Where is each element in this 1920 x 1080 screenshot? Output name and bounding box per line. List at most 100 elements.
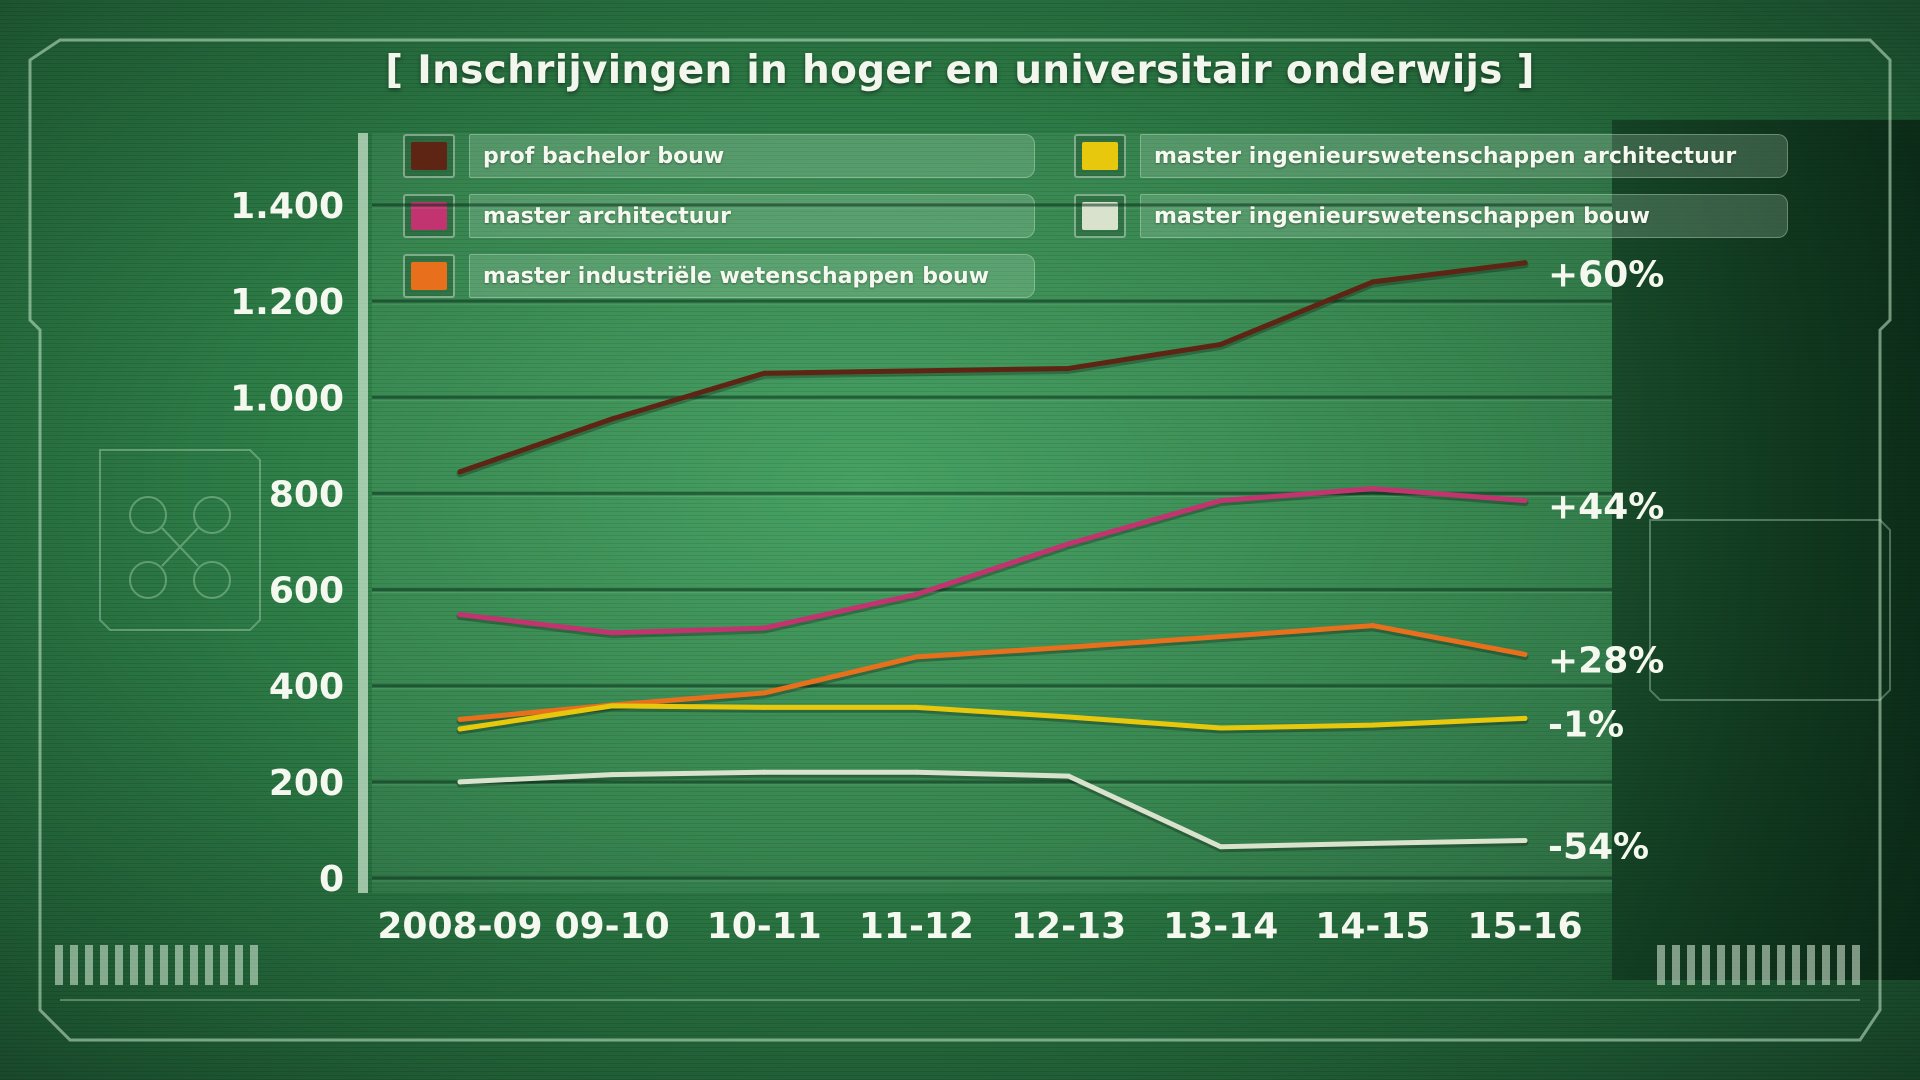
legend-swatch	[403, 134, 455, 178]
data-point	[1066, 773, 1072, 779]
y-tick-label: 200	[269, 763, 344, 804]
x-tick-label: 10-11	[707, 906, 822, 947]
legend-swatch-color	[1082, 202, 1118, 230]
data-point	[1218, 341, 1224, 347]
series-end-label: -1%	[1548, 704, 1624, 745]
legend-item: master architectuur	[403, 194, 1035, 240]
series-end-label: +28%	[1548, 640, 1664, 681]
data-point	[913, 654, 919, 660]
data-point	[913, 769, 919, 775]
y-tick-label: 1.400	[230, 186, 344, 227]
data-point	[1218, 725, 1224, 731]
data-point	[761, 625, 767, 631]
data-point	[457, 469, 463, 475]
data-point	[1218, 498, 1224, 504]
legend-item: prof bachelor bouw	[403, 134, 1035, 180]
y-tick-label: 800	[269, 474, 344, 515]
legend-swatch	[403, 254, 455, 298]
data-point	[609, 416, 615, 422]
legend-swatch-color	[1082, 142, 1118, 170]
series-end-label: +60%	[1548, 255, 1664, 296]
data-point	[1522, 715, 1528, 721]
legend-swatch-color	[411, 142, 447, 170]
data-point	[457, 716, 463, 722]
data-point	[1370, 279, 1376, 285]
data-point	[913, 591, 919, 597]
legend-label: master ingenieurswetenschappen bouw	[1154, 204, 1650, 229]
data-point	[1522, 838, 1528, 844]
data-point	[761, 769, 767, 775]
data-point	[1370, 623, 1376, 629]
data-point	[1522, 498, 1528, 504]
series-line	[457, 769, 1528, 850]
y-tick-label: 1.000	[230, 378, 344, 419]
data-point	[1370, 722, 1376, 728]
legend-swatch-color	[411, 262, 447, 290]
data-point	[457, 726, 463, 732]
legend-label: master ingenieurswetenschappen architect…	[1154, 144, 1737, 169]
legend-label: prof bachelor bouw	[483, 144, 725, 169]
data-point	[1218, 634, 1224, 640]
data-point	[1522, 651, 1528, 657]
data-point	[457, 779, 463, 785]
legend-item: master ingenieurswetenschappen bouw	[1074, 194, 1788, 240]
legend-item: master industriële wetenschappen bouw	[403, 254, 1035, 300]
data-point	[913, 368, 919, 374]
legend-label: master industriële wetenschappen bouw	[483, 264, 990, 289]
data-point	[1218, 844, 1224, 850]
data-point	[457, 612, 463, 618]
data-point	[1066, 644, 1072, 650]
series-line	[457, 260, 1528, 475]
legend-label-box	[469, 194, 1035, 238]
chart-title: [ Inschrijvingen in hoger en universitai…	[385, 48, 1535, 93]
data-point	[1066, 365, 1072, 371]
x-tick-label: 15-16	[1467, 906, 1582, 947]
series-1: +44%	[456, 486, 1664, 639]
series-end-label: +44%	[1548, 487, 1664, 528]
y-tick-label: 600	[269, 571, 344, 612]
data-point	[761, 690, 767, 696]
data-point	[609, 703, 615, 709]
x-tick-label: 12-13	[1011, 906, 1126, 947]
x-tick-label: 2008-09	[377, 906, 542, 947]
series-4: -54%	[456, 769, 1649, 868]
series-line	[457, 623, 1528, 722]
series-line	[457, 703, 1528, 732]
legend-item: master ingenieurswetenschappen architect…	[1074, 134, 1788, 180]
data-point	[761, 704, 767, 710]
plot-panel	[372, 133, 1612, 893]
data-point	[609, 630, 615, 636]
data-point	[1370, 486, 1376, 492]
legend-label-box	[469, 254, 1035, 298]
right-dark-panel	[1612, 120, 1920, 980]
data-point	[1066, 541, 1072, 547]
legend-label: master architectuur	[483, 204, 731, 229]
legend-label-box	[1140, 194, 1788, 238]
y-tick-label: 1.200	[230, 282, 344, 323]
legend-swatch	[1074, 134, 1126, 178]
series-line-shadow	[456, 487, 1529, 639]
legend-swatch-color	[411, 202, 447, 230]
y-tick-label: 400	[269, 667, 344, 708]
series-line	[457, 486, 1528, 636]
legend-swatch	[1074, 194, 1126, 238]
x-tick-label: 13-14	[1163, 906, 1278, 947]
series-line-shadow	[456, 770, 1529, 853]
x-tick-label: 09-10	[555, 906, 670, 947]
data-point	[913, 704, 919, 710]
data-point	[761, 370, 767, 376]
legend-label-box	[469, 134, 1035, 178]
x-tick-label: 14-15	[1315, 906, 1430, 947]
y-tick-label: 0	[319, 859, 344, 900]
series-0: +60%	[456, 255, 1664, 478]
data-point	[609, 772, 615, 778]
y-axis-ticks: 0 200 400 600 800 1.000 1.200 1.400	[230, 186, 344, 900]
data-point	[1066, 714, 1072, 720]
data-point	[1522, 260, 1528, 266]
series-3: -1%	[456, 703, 1624, 745]
series-end-label: -54%	[1548, 827, 1649, 868]
